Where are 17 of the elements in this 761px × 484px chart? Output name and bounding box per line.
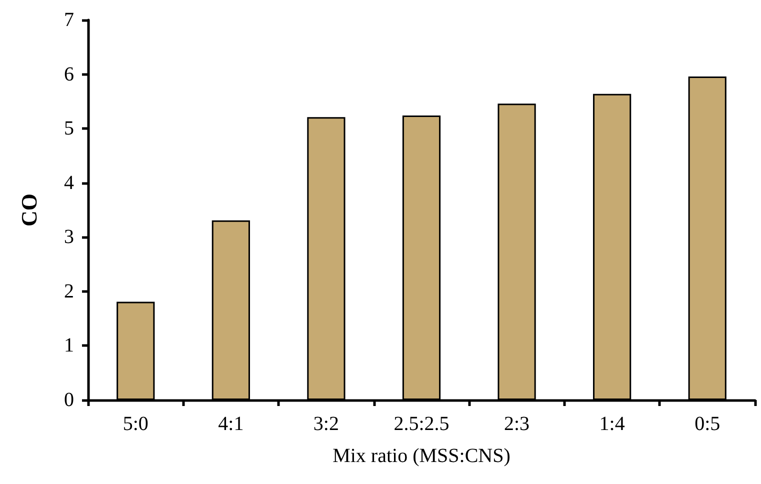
y-tick-label: 0: [64, 389, 74, 411]
x-tick-label: 1:4: [599, 413, 625, 435]
x-tick-label: 2:3: [504, 413, 530, 435]
x-tick-label: 4:1: [218, 413, 244, 435]
x-tick-label: 3:2: [313, 413, 339, 435]
y-tick-label: 5: [64, 118, 74, 140]
y-tick-label: 7: [64, 9, 74, 31]
y-tick-label: 4: [64, 172, 74, 194]
y-axis-title: CO: [16, 194, 42, 226]
x-tick-label: 5:0: [122, 413, 148, 435]
x-tick-label: 2.5:2.5: [394, 413, 450, 435]
x-tick-label: 0:5: [694, 413, 720, 435]
y-tick-label: 1: [64, 334, 74, 357]
y-tick-label: 2: [64, 280, 74, 302]
y-tick-label: 6: [64, 63, 74, 86]
y-tick-label: 3: [64, 226, 74, 248]
x-axis-title: Mix ratio (MSS:CNS): [332, 445, 510, 467]
